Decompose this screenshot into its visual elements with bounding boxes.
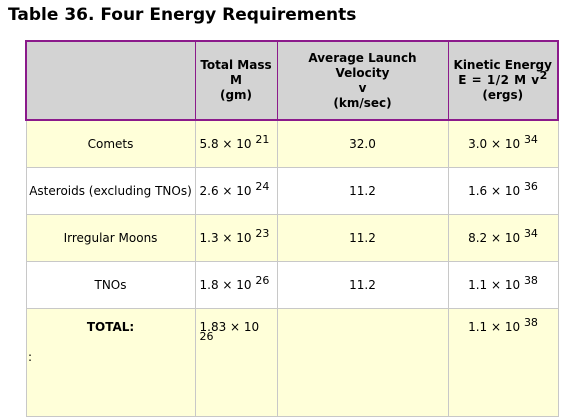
energy-exponent: 38 <box>523 274 538 287</box>
energy-exponent: 36 <box>523 180 538 193</box>
total-mass-cell: 1.83 × 10 26 <box>195 308 278 417</box>
energy-value: 3.0 × 10 <box>468 137 521 151</box>
velocity-cell: 11.2 <box>277 167 449 215</box>
velocity-cell: 11.2 <box>277 214 449 262</box>
energy-exponent: 34 <box>523 227 538 240</box>
mass-cell: 1.3 × 10 23 <box>195 214 278 262</box>
table-title: Table 36. Four Energy Requirements <box>8 5 357 25</box>
energy-value: 8.2 × 10 <box>468 231 521 245</box>
total-energy-exponent: 38 <box>523 316 538 329</box>
mass-value: 2.6 × 10 <box>199 184 252 198</box>
mass-exponent: 26 <box>255 274 270 287</box>
table-row: Asteroids (excluding TNOs) 2.6 × 10 24 1… <box>25 167 559 215</box>
header-launch-velocity-line2: v <box>358 80 367 95</box>
table-row: Irregular Moons 1.3 × 10 23 11.2 8.2 × 1… <box>25 214 559 262</box>
row-name: Irregular Moons <box>25 214 196 262</box>
table-row: TNOs 1.8 × 10 26 11.2 1.1 × 10 38 <box>25 261 559 309</box>
total-energy-value: 1.1 × 10 <box>468 320 521 334</box>
stray-colon: : <box>28 350 33 364</box>
total-label: TOTAL: <box>25 308 196 417</box>
header-total-mass-line3: (gm) <box>219 88 253 102</box>
mass-cell: 5.8 × 10 21 <box>195 120 278 168</box>
mass-exponent: 23 <box>255 227 270 240</box>
energy-value: 1.1 × 10 <box>468 278 521 292</box>
row-name: TNOs <box>25 261 196 309</box>
total-row: TOTAL: 1.83 × 10 26 1.1 × 10 38 <box>25 308 559 417</box>
mass-exponent: 24 <box>255 180 270 193</box>
header-total-mass-line2: M <box>230 73 242 87</box>
total-velocity-cell <box>277 308 449 417</box>
energy-cell: 3.0 × 10 34 <box>448 120 559 168</box>
total-energy-cell: 1.1 × 10 38 <box>448 308 559 417</box>
velocity-cell: 32.0 <box>277 120 449 168</box>
header-total-mass: Total Mass M (gm) <box>195 41 278 120</box>
energy-cell: 8.2 × 10 34 <box>448 214 559 262</box>
energy-table: Total Mass M (gm) Average Launch Velocit… <box>25 40 559 417</box>
header-total-mass-line1: Total Mass <box>200 58 272 72</box>
header-launch-velocity-line3: (km/sec) <box>333 95 392 110</box>
table-row: Comets 5.8 × 10 21 32.0 3.0 × 10 34 <box>25 120 559 168</box>
velocity-cell: 11.2 <box>277 261 449 309</box>
header-launch-velocity: Average Launch Velocity v (km/sec) <box>277 41 449 120</box>
total-mass-value: 1.83 × 10 <box>199 320 260 334</box>
energy-value: 1.6 × 10 <box>468 184 521 198</box>
header-kinetic-energy-formula-exp: 2 <box>539 69 548 82</box>
mass-cell: 2.6 × 10 24 <box>195 167 278 215</box>
header-kinetic-energy-line1: Kinetic Energy <box>453 58 552 72</box>
mass-cell: 1.8 × 10 26 <box>195 261 278 309</box>
energy-cell: 1.6 × 10 36 <box>448 167 559 215</box>
header-kinetic-energy-line3: (ergs) <box>482 88 524 102</box>
total-mass-exponent: 26 <box>199 330 214 343</box>
mass-exponent: 21 <box>255 133 270 146</box>
mass-value: 5.8 × 10 <box>199 137 252 151</box>
energy-cell: 1.1 × 10 38 <box>448 261 559 309</box>
mass-value: 1.8 × 10 <box>199 278 252 292</box>
row-name: Asteroids (excluding TNOs) <box>25 167 196 215</box>
header-row: Total Mass M (gm) Average Launch Velocit… <box>25 41 559 120</box>
header-kinetic-energy-formula: E = 1/2 M v <box>458 73 540 87</box>
mass-value: 1.3 × 10 <box>199 231 252 245</box>
header-launch-velocity-line1: Average Launch Velocity <box>308 50 417 80</box>
energy-exponent: 34 <box>523 133 538 146</box>
header-kinetic-energy: Kinetic Energy E = 1/2 M v2 (ergs) <box>448 41 559 120</box>
row-name: Comets <box>25 120 196 168</box>
header-object <box>25 41 196 120</box>
